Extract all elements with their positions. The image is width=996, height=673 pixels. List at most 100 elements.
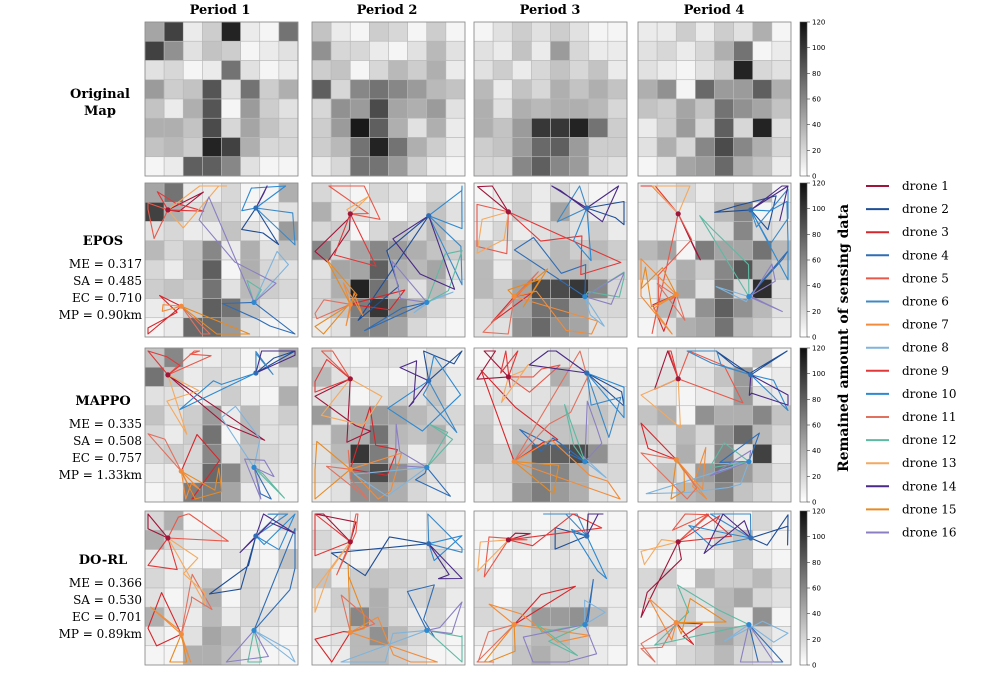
heatmap-cell bbox=[369, 240, 389, 261]
heatmap-cell bbox=[733, 298, 754, 319]
legend-label: drone 6 bbox=[902, 295, 949, 309]
panel-frame bbox=[311, 182, 466, 338]
heatmap-cell bbox=[144, 405, 165, 426]
heatmap-cell bbox=[182, 568, 203, 589]
drone-11-route bbox=[482, 271, 539, 335]
colorbar-tick-label: 100 bbox=[812, 533, 825, 541]
heatmap-cell bbox=[675, 568, 696, 589]
heatmap-cell bbox=[330, 117, 351, 138]
colorbar-tick-label: 40 bbox=[812, 121, 821, 129]
heatmap-cell bbox=[278, 137, 299, 158]
drone-routes bbox=[314, 185, 463, 335]
heatmap-cell bbox=[656, 156, 677, 177]
heatmap-cell bbox=[144, 98, 165, 119]
heatmap-cell bbox=[278, 21, 299, 42]
heatmap-cell bbox=[714, 117, 734, 138]
heatmap-cell bbox=[771, 463, 792, 484]
heatmap-cell bbox=[714, 317, 734, 338]
colorbar-tick-label: 80 bbox=[812, 231, 821, 239]
heatmap-cell bbox=[752, 347, 773, 368]
heatmap-cell bbox=[607, 549, 628, 570]
drone-9-route bbox=[314, 513, 351, 557]
panel-original-period-3 bbox=[473, 21, 628, 177]
colorbar-tick-label: 100 bbox=[812, 370, 825, 378]
heatmap-cell bbox=[531, 182, 551, 203]
row-labels: Original Map EPOS ME = 0.317 SA = 0.485 … bbox=[59, 87, 143, 641]
drone-4-route bbox=[253, 528, 296, 631]
colorbar-tick-label: 40 bbox=[812, 282, 821, 290]
drone-14-route bbox=[551, 185, 620, 223]
heatmap-cell bbox=[221, 156, 241, 177]
heatmap-cell bbox=[607, 645, 628, 666]
heatmap-cell bbox=[388, 156, 408, 177]
heatmap-cell bbox=[311, 201, 332, 222]
heatmap-cell bbox=[656, 386, 677, 407]
heatmap-cell bbox=[144, 156, 165, 177]
drone-11-route bbox=[513, 350, 588, 462]
heatmap-cell bbox=[221, 60, 241, 81]
heatmap-cell bbox=[714, 259, 734, 280]
heatmap-cell bbox=[752, 443, 773, 464]
drone-12-route bbox=[246, 279, 262, 303]
heatmap-cell bbox=[349, 137, 370, 158]
drone-14-route bbox=[255, 185, 268, 209]
heatmap-cell bbox=[349, 240, 370, 261]
heatmap-cell bbox=[695, 98, 715, 119]
heatmap-cell bbox=[202, 21, 222, 42]
heatmap-cell bbox=[311, 40, 332, 61]
heatmap-cell bbox=[752, 79, 773, 100]
heatmap-cell bbox=[733, 117, 754, 138]
heatmap-cell bbox=[588, 221, 609, 242]
heatmap-cell bbox=[771, 40, 792, 61]
drone-3-route bbox=[640, 422, 677, 461]
heatmap-cell bbox=[714, 21, 734, 42]
heatmap-cell bbox=[752, 510, 773, 531]
heatmap-cell bbox=[163, 347, 184, 368]
heatmap-cell bbox=[240, 298, 261, 319]
heatmap-cell bbox=[240, 587, 261, 608]
drone-15-route bbox=[180, 467, 223, 500]
heatmap-cell bbox=[492, 21, 513, 42]
heatmap-cell bbox=[202, 117, 222, 138]
heatmap-cell bbox=[349, 386, 370, 407]
row-title-dorl: DO-RL bbox=[79, 553, 127, 568]
heatmap-cell bbox=[492, 482, 513, 503]
charging-hub-marker bbox=[347, 301, 353, 307]
charging-hub-marker bbox=[505, 374, 511, 380]
drone-2-route bbox=[255, 350, 296, 374]
drone-15-route bbox=[640, 266, 677, 308]
legend-entry-drone-6: drone 6 bbox=[866, 295, 949, 309]
drone-16-route bbox=[394, 423, 428, 468]
charging-hub-marker bbox=[424, 464, 430, 470]
charging-hub-marker bbox=[748, 535, 754, 541]
drone-7-route bbox=[180, 470, 201, 500]
column-title-1: Period 1 bbox=[190, 3, 251, 18]
heatmap-cell bbox=[426, 156, 447, 177]
heatmap-cell bbox=[202, 60, 222, 81]
panel-original-period-1 bbox=[144, 21, 299, 177]
heatmap-cell bbox=[349, 156, 370, 177]
drone-6-route bbox=[543, 513, 588, 537]
drone-7-route bbox=[675, 446, 708, 500]
drone-8-route bbox=[353, 466, 428, 497]
heatmap-cell bbox=[369, 60, 389, 81]
heatmap-cell bbox=[637, 424, 658, 445]
heatmap-cell bbox=[752, 40, 773, 61]
heatmap-cell bbox=[569, 463, 590, 484]
drone-14-route bbox=[586, 513, 604, 537]
drone-5-route bbox=[483, 536, 528, 578]
heatmap-cell bbox=[752, 137, 773, 158]
drone-8-route bbox=[253, 629, 296, 663]
heatmap-cell bbox=[311, 137, 332, 158]
heatmap-cell bbox=[144, 40, 165, 61]
heatmap-cell bbox=[550, 182, 570, 203]
drone-3-route bbox=[513, 585, 576, 626]
metric-mappo-sa: SA = 0.508 bbox=[73, 434, 142, 448]
drone-10-route bbox=[179, 372, 257, 411]
panel-dorl-period-3 bbox=[473, 510, 628, 666]
heatmap-cell bbox=[492, 278, 513, 299]
drone-15-route bbox=[670, 459, 685, 500]
heatmap-cell bbox=[637, 117, 658, 138]
heatmap-cell bbox=[531, 40, 551, 61]
drone-10-route bbox=[428, 535, 463, 562]
